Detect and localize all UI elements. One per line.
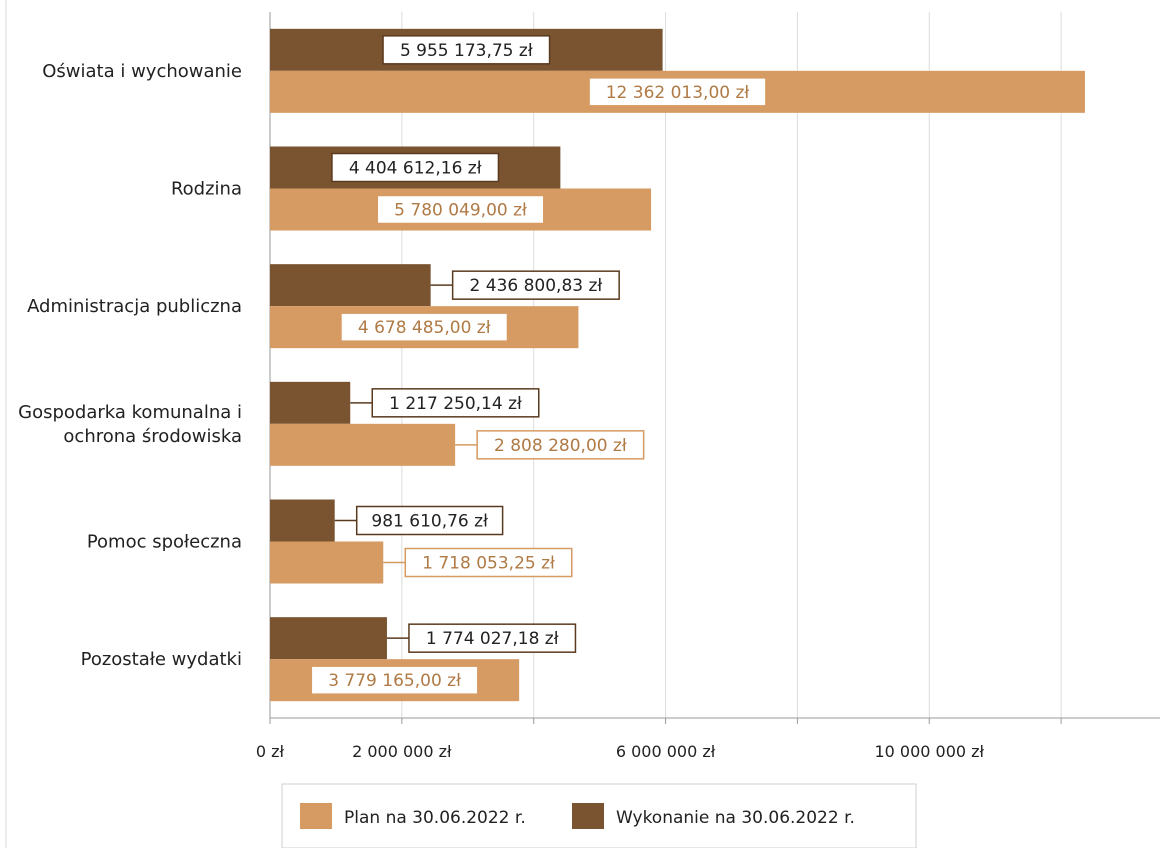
bar-wykonanie — [270, 617, 387, 660]
value-label: 1 718 053,25 zł — [422, 554, 555, 574]
category-label: Rodzina — [171, 179, 242, 200]
value-label-box — [588, 77, 767, 107]
value-label-box — [355, 505, 504, 536]
value-label-box — [331, 152, 500, 183]
value-label: 1 774 027,18 zł — [426, 629, 559, 649]
category-label: Oświata i wychowanie — [42, 61, 242, 82]
value-label-box — [376, 194, 545, 225]
category-label: Gospodarka komunalna i ochrona środowiska — [18, 402, 242, 447]
bar-plan — [270, 423, 456, 466]
x-tick-label: 6 000 000 zł — [616, 742, 716, 761]
value-label-box — [408, 623, 577, 653]
value-label: 3 779 165,00 zł — [328, 671, 461, 691]
legend-label-plan: Plan na 30.06.2022 r. — [344, 808, 526, 828]
bar-plan — [270, 541, 384, 584]
value-label: 12 362 013,00 zł — [606, 83, 750, 103]
value-label: 5 955 173,75 zł — [400, 41, 533, 61]
category-label: Pozostałe wydatki — [81, 649, 242, 670]
category-label: Administracja publiczna — [27, 296, 242, 317]
legend-label-wykonanie: Wykonanie na 30.06.2022 r. — [616, 808, 855, 828]
legend-swatch-plan — [300, 803, 332, 829]
value-labels: 5 955 173,75 zł 12 362 013,00 zł 4 404 612… — [310, 35, 767, 695]
value-label: 1 217 250,14 zł — [389, 394, 522, 414]
value-label-box — [451, 270, 620, 300]
bar-wykonanie — [270, 381, 351, 424]
value-label: 2 436 800,83 zł — [470, 276, 603, 296]
value-label: 981 610,76 zł — [371, 512, 488, 532]
value-label-box — [382, 35, 551, 65]
category-labels: Oświata i wychowanie Rodzina Administracja… — [18, 61, 242, 670]
value-label-box — [404, 547, 573, 578]
x-axis: 0 zł 2 000 000 zł 6 000 000 zł 10 000 000 z… — [256, 717, 1160, 761]
gridlines — [269, 12, 1062, 718]
legend: Plan na 30.06.2022 r. Wykonanie na 30.06… — [281, 783, 917, 848]
bar-wykonanie — [270, 264, 431, 307]
value-label: 4 678 485,00 zł — [358, 318, 491, 338]
x-tick-label: 0 zł — [256, 742, 285, 761]
value-label-box — [371, 388, 540, 418]
x-tick-label: 10 000 000 zł — [874, 742, 984, 761]
legend-swatch-wykonanie — [572, 803, 604, 829]
value-label-box — [310, 665, 479, 695]
value-label: 5 780 049,00 zł — [394, 201, 527, 221]
value-label-box — [340, 312, 509, 342]
value-label-box — [476, 430, 645, 460]
x-tick-label: 2 000 000 zł — [352, 742, 452, 761]
value-label: 2 808 280,00 zł — [494, 436, 627, 456]
bar-wykonanie — [270, 499, 335, 542]
value-label: 4 404 612,16 zł — [349, 159, 482, 179]
category-label: Pomoc społeczna — [87, 532, 242, 553]
